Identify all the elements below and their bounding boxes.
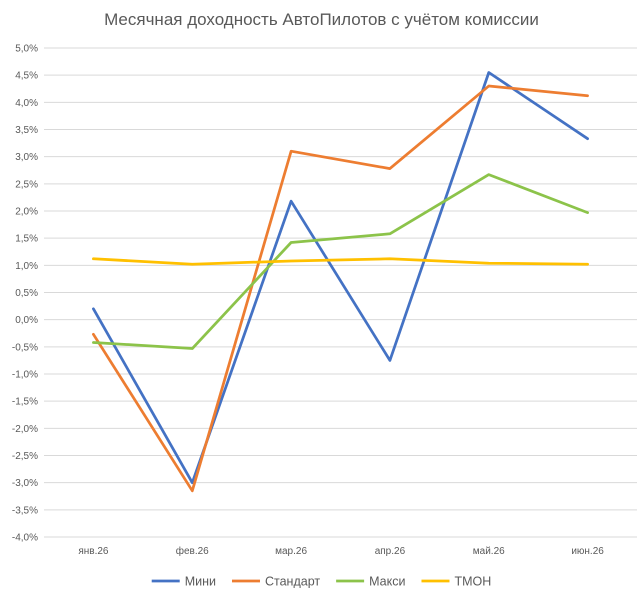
y-tick-label: 1,0% bbox=[15, 261, 38, 272]
legend-label: ТМОН bbox=[454, 575, 491, 589]
y-tick-label: 4,5% bbox=[15, 71, 38, 82]
y-tick-label: -4,0% bbox=[12, 533, 38, 544]
x-tick-label: июн.26 bbox=[571, 546, 604, 557]
series-line-1 bbox=[92, 71, 589, 485]
y-tick-label: -0,5% bbox=[12, 342, 38, 353]
x-tick-label: янв.26 bbox=[78, 546, 109, 557]
series-line-2 bbox=[92, 84, 589, 493]
x-tick-label: мар.26 bbox=[275, 546, 307, 557]
y-tick-label: 5,0% bbox=[15, 44, 38, 55]
series-line-3 bbox=[92, 173, 589, 350]
x-tick-label: май.26 bbox=[473, 546, 505, 557]
y-tick-label: -3,0% bbox=[12, 478, 38, 489]
y-tick-label: -2,0% bbox=[12, 424, 38, 435]
x-tick-label: фев.26 bbox=[176, 545, 209, 557]
y-tick-label: 2,5% bbox=[15, 179, 38, 190]
gridlines bbox=[44, 47, 637, 538]
series-lines bbox=[92, 71, 589, 493]
legend-label: Стандарт bbox=[265, 575, 320, 589]
y-tick-label: 3,0% bbox=[15, 152, 38, 163]
series-line-4 bbox=[92, 257, 589, 266]
legend: Мини Стандарт Макси ТМОН bbox=[151, 575, 491, 589]
x-tick-label: апр.26 bbox=[375, 546, 406, 557]
y-tick-label: 0,5% bbox=[15, 288, 38, 299]
legend-label: Мини bbox=[185, 575, 216, 589]
chart-title: Месячная доходность АвтоПилотов с учётом… bbox=[104, 10, 539, 29]
y-tick-label: -1,0% bbox=[12, 370, 38, 381]
y-tick-label: -3,5% bbox=[12, 505, 38, 516]
y-tick-label: 3,5% bbox=[15, 125, 38, 136]
y-tick-label: 2,0% bbox=[15, 207, 38, 218]
y-tick-label: -2,5% bbox=[12, 451, 38, 462]
x-axis-tick-labels: янв.26 фев.26 мар.26 апр.26 май.26 июн.26 bbox=[78, 545, 604, 557]
y-axis-tick-labels: 5,0% 4,5% 4,0% 3,5% 3,0% 2,5% 2,0% 1,5% 1,0% 0,5%… bbox=[12, 44, 38, 544]
y-tick-label: 4,0% bbox=[15, 98, 38, 109]
y-tick-label: -1,5% bbox=[12, 397, 38, 408]
legend-label: Макси bbox=[369, 575, 405, 589]
y-tick-label: 0,0% bbox=[15, 315, 38, 326]
y-tick-label: 1,5% bbox=[15, 234, 38, 245]
